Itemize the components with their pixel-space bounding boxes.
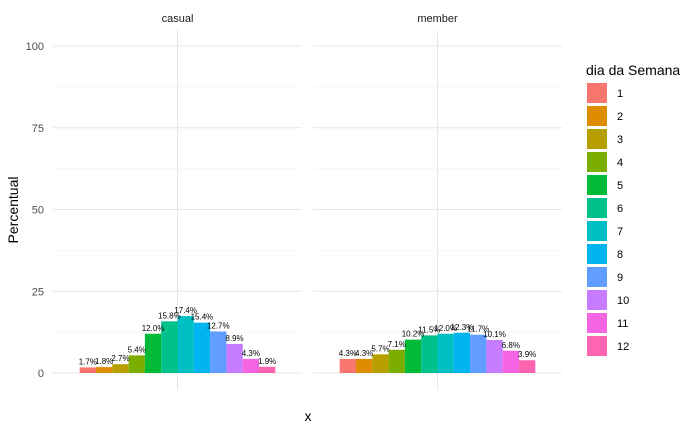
legend-key	[587, 129, 607, 149]
legend-key	[587, 267, 607, 287]
legend-key	[587, 152, 607, 172]
facet-strip-label: casual	[162, 13, 194, 25]
legend-label: 10	[617, 295, 629, 307]
legend-label: 3	[617, 134, 623, 146]
legend-key	[587, 106, 607, 126]
bar-member-5	[404, 339, 422, 373]
bar-data-label: 12.0%	[142, 324, 165, 333]
bar-member-9	[470, 334, 487, 373]
bar-data-label: 12.0%	[434, 324, 457, 333]
legend-label: 8	[617, 249, 623, 261]
bar-data-label: 2.7%	[111, 354, 129, 363]
bar-data-label: 5.4%	[128, 345, 146, 354]
y-tick-label: 100	[26, 41, 44, 53]
bar-member-2	[356, 358, 373, 373]
bar-data-label: 10.1%	[483, 330, 506, 339]
bar-casual-6	[161, 321, 178, 373]
bar-member-7	[437, 333, 454, 373]
bar-data-label: 8.9%	[225, 334, 243, 343]
x-axis-title: x	[305, 408, 312, 424]
legend-key	[587, 83, 607, 103]
legend-key	[587, 198, 607, 218]
legend-label: 1	[617, 88, 623, 100]
bar-data-label: 11.7%	[467, 325, 489, 334]
facet-strip-label: member	[417, 13, 458, 25]
bar-data-label: 4.3%	[242, 349, 260, 358]
legend-label: 7	[617, 226, 623, 238]
bar-casual-11	[242, 358, 259, 373]
y-tick-label: 0	[38, 368, 44, 380]
legend-key	[587, 244, 607, 264]
bar-data-label: 3.9%	[518, 350, 536, 359]
bar-member-3	[372, 354, 389, 373]
legend-label: 5	[617, 180, 623, 192]
bar-data-label: 11.5%	[418, 325, 440, 334]
legend-key	[587, 175, 607, 195]
legend-key	[587, 290, 607, 310]
bar-casual-10	[226, 343, 243, 373]
bar-member-1	[339, 358, 356, 373]
bar-data-label: 12.7%	[207, 321, 230, 330]
legend-key	[587, 313, 607, 333]
bar-member-8	[453, 332, 471, 373]
y-tick-label: 75	[32, 123, 44, 135]
bar-data-label: 7.1%	[388, 340, 406, 349]
bar-data-label: 4.3%	[355, 349, 373, 358]
legend-label: 12	[617, 341, 629, 353]
chart-panels: casual 1.7%1.8%2.7%5.4% 12.0% 15.8%17.4%15.…	[53, 13, 562, 390]
legend-label: 2	[617, 111, 623, 123]
bar-member-4	[388, 349, 405, 373]
bar-casual-7	[177, 316, 194, 373]
bar-data-label: 17.4%	[174, 306, 197, 315]
bar-data-label: 4.3%	[339, 349, 357, 358]
y-tick-label: 50	[32, 205, 44, 217]
bar-casual-8	[193, 322, 211, 373]
bar-data-label: 6.8%	[502, 341, 520, 350]
bar-data-label: 15.4%	[191, 313, 214, 322]
legend-label: 4	[617, 157, 623, 169]
bar-data-label: 1.8%	[95, 357, 113, 366]
y-axis: 0 25 50 75 100	[26, 41, 44, 380]
bar-member-6	[421, 335, 438, 373]
bar-casual-1	[79, 367, 96, 373]
bar-member-10	[486, 339, 503, 373]
legend-key	[587, 336, 607, 356]
legend-title: dia da Semana	[586, 62, 680, 78]
bar-data-label: 15.8%	[158, 311, 181, 320]
legend-label: 6	[617, 203, 623, 215]
legend-key	[587, 221, 607, 241]
y-axis-title: Percentual	[5, 177, 21, 244]
bar-data-label: 5.7%	[371, 344, 389, 353]
bar-casual-3	[112, 364, 129, 373]
bar-member-11	[502, 350, 519, 373]
legend-label: 9	[617, 272, 623, 284]
bar-data-label: 10.2%	[402, 330, 425, 339]
bar-data-label: 1.9%	[258, 357, 276, 366]
panel-member: member4.3%4.3%5.7%7.1%10.2%11.5%12.0%12.…	[313, 13, 562, 390]
bar-casual-12	[259, 366, 276, 373]
bar-casual-9	[210, 331, 227, 373]
y-tick-label: 25	[32, 286, 44, 298]
legend-label: 11	[617, 318, 628, 330]
bar-casual-2	[96, 367, 113, 373]
bar-data-label: 1.7%	[79, 357, 97, 366]
bar-casual-4	[128, 355, 145, 373]
bar-member-12	[519, 360, 536, 373]
bar-casual-5	[144, 333, 162, 373]
bar-data-label: 12.3%	[451, 323, 474, 332]
panel-casual: casual 1.7%1.8%2.7%5.4% 12.0% 15.8%17.4%15.…	[53, 13, 302, 390]
